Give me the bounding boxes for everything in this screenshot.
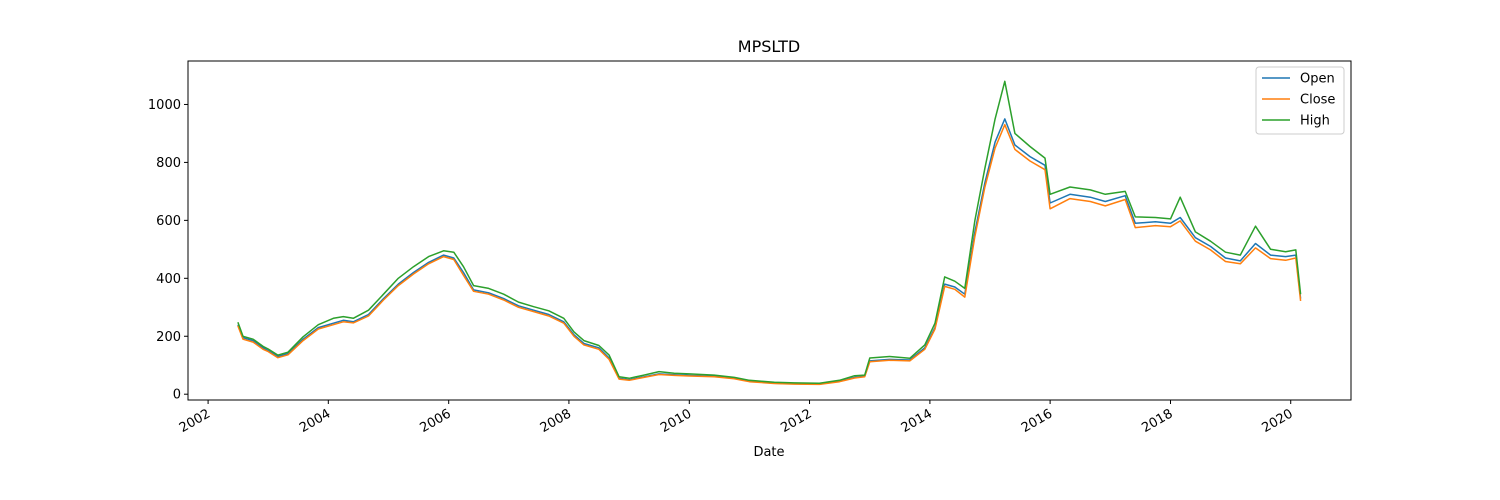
y-tick-label: 800 bbox=[156, 156, 181, 171]
y-tick-label: 0 bbox=[173, 388, 181, 403]
plot-background bbox=[188, 61, 1351, 400]
y-tick-label: 1000 bbox=[148, 98, 181, 113]
series-layer bbox=[237, 80, 1302, 386]
legend-label-high: High bbox=[1300, 114, 1330, 129]
x-tick-label: 2006 bbox=[418, 406, 454, 436]
legend-label-close: Close bbox=[1300, 93, 1335, 108]
x-tick-label: 2002 bbox=[177, 406, 213, 436]
x-tick-label: 2016 bbox=[1019, 406, 1055, 436]
x-tick-label: 2018 bbox=[1139, 406, 1175, 436]
plot-frame bbox=[187, 60, 1352, 401]
legend-label-open: Open bbox=[1300, 72, 1335, 87]
series-line-high bbox=[237, 80, 1302, 384]
x-axis: 2002 2004 2006 2008 2010 2012 2014 2016 2018 2020 bbox=[177, 400, 1296, 436]
x-tick-label: 2004 bbox=[297, 406, 333, 436]
y-tick-label: 600 bbox=[156, 214, 181, 229]
x-tick-label: 2014 bbox=[899, 406, 935, 436]
series-line-close bbox=[237, 123, 1302, 386]
x-tick-label: 2008 bbox=[538, 406, 574, 436]
x-tick-label: 2012 bbox=[778, 406, 814, 436]
chart-title: MPSLTD bbox=[738, 37, 800, 56]
x-axis-label: Date bbox=[753, 445, 784, 460]
y-tick-label: 400 bbox=[156, 272, 181, 287]
x-tick-label: 2010 bbox=[658, 406, 694, 436]
legend: Open Close High bbox=[1255, 66, 1345, 135]
x-tick-label: 2020 bbox=[1260, 406, 1296, 436]
y-tick-label: 200 bbox=[156, 330, 181, 345]
plot-area bbox=[187, 60, 1352, 401]
legend-box bbox=[1255, 66, 1345, 135]
y-axis: 0 200 400 600 800 1000 bbox=[148, 98, 188, 403]
